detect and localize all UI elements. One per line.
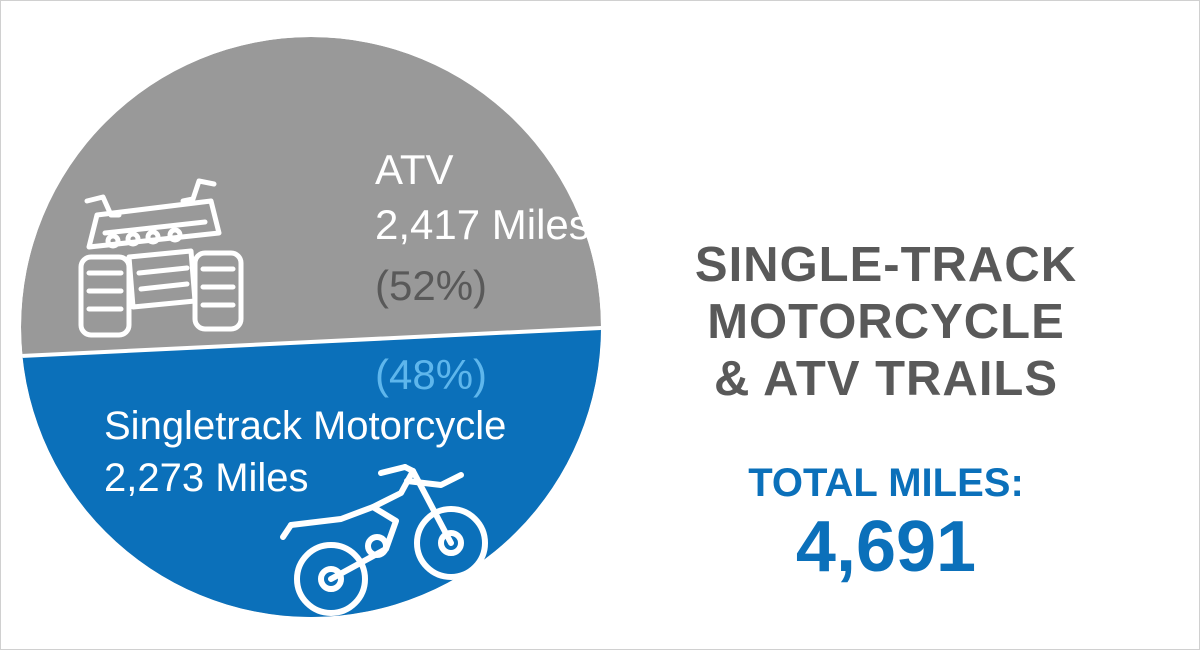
atv-percent: (52%)	[375, 262, 487, 309]
moto-miles: 2,273 Miles	[104, 456, 309, 500]
title-line-2: MOTORCYCLE	[707, 295, 1065, 349]
moto-percent: (48%)	[375, 351, 487, 398]
slice-divider	[21, 325, 601, 359]
total-miles-label: TOTAL MILES:	[748, 461, 1024, 505]
pie-slice-moto	[21, 327, 601, 617]
title-line-1: SINGLE-TRACK	[694, 238, 1078, 292]
pie-chart: ATV 2,417 Miles (52%) (48%) Singletrack …	[21, 37, 601, 617]
title-line-3: & ATV TRAILS	[713, 352, 1059, 406]
atv-label: ATV	[375, 146, 454, 193]
dirt-bike-icon	[280, 464, 488, 616]
atv-icon	[78, 178, 244, 338]
atv-miles: 2,417 Miles	[375, 201, 590, 248]
moto-label: Singletrack Motorcycle	[104, 404, 506, 448]
total-miles-value: 4,691	[795, 507, 977, 587]
